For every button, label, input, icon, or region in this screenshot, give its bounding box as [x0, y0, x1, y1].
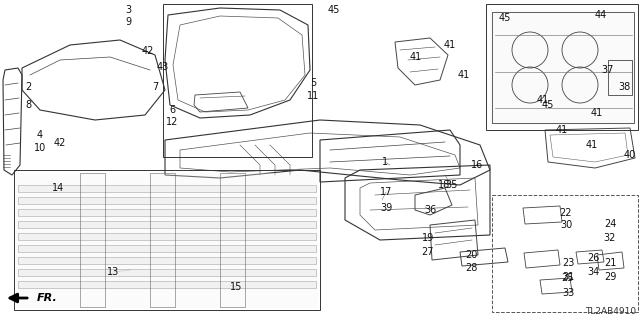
Text: 16: 16 — [471, 160, 483, 170]
Text: 41: 41 — [444, 40, 456, 50]
Text: 13: 13 — [107, 267, 119, 277]
Text: FR.: FR. — [37, 293, 58, 303]
Text: 32: 32 — [604, 233, 616, 243]
Bar — [492, 195, 638, 312]
Text: 19: 19 — [422, 233, 434, 243]
Text: 41: 41 — [586, 140, 598, 150]
Polygon shape — [18, 221, 316, 228]
Text: 1: 1 — [382, 157, 388, 167]
Text: 41: 41 — [537, 95, 549, 105]
Text: 30: 30 — [560, 220, 572, 230]
Text: 11: 11 — [307, 91, 319, 101]
Bar — [14, 170, 320, 310]
Text: 41: 41 — [556, 125, 568, 135]
Text: 5: 5 — [310, 78, 316, 88]
Bar — [163, 4, 312, 157]
Polygon shape — [18, 209, 316, 216]
Text: 41: 41 — [458, 70, 470, 80]
Text: 36: 36 — [424, 205, 436, 215]
Polygon shape — [18, 245, 316, 252]
Text: 21: 21 — [604, 258, 616, 268]
Text: 18: 18 — [438, 180, 450, 190]
Text: 3: 3 — [125, 5, 131, 15]
Polygon shape — [18, 185, 316, 192]
Text: 27: 27 — [422, 247, 435, 257]
Text: 37: 37 — [601, 65, 613, 75]
Text: 45: 45 — [499, 13, 511, 23]
Text: 4: 4 — [37, 130, 43, 140]
Text: 40: 40 — [624, 150, 636, 160]
Text: 45: 45 — [542, 100, 554, 110]
Text: 45: 45 — [328, 5, 340, 15]
Text: 42: 42 — [54, 138, 66, 148]
Text: 41: 41 — [591, 108, 603, 118]
Polygon shape — [18, 281, 316, 288]
Text: 33: 33 — [562, 288, 574, 298]
Text: 22: 22 — [560, 208, 572, 218]
Text: 42: 42 — [142, 46, 154, 56]
Text: 25: 25 — [562, 273, 574, 283]
Polygon shape — [18, 197, 316, 204]
Text: 44: 44 — [595, 10, 607, 20]
Text: 26: 26 — [587, 253, 599, 263]
Polygon shape — [18, 269, 316, 276]
Text: 29: 29 — [604, 272, 616, 282]
Text: 28: 28 — [465, 263, 477, 273]
Text: 10: 10 — [34, 143, 46, 153]
Text: 17: 17 — [380, 187, 392, 197]
Text: 9: 9 — [125, 17, 131, 27]
Text: TL2AB4910: TL2AB4910 — [585, 307, 636, 316]
Text: 38: 38 — [618, 82, 630, 92]
Bar — [486, 4, 638, 130]
Text: 15: 15 — [230, 282, 242, 292]
Text: 43: 43 — [157, 62, 169, 72]
Polygon shape — [18, 233, 316, 240]
Text: 41: 41 — [410, 52, 422, 62]
Text: 6: 6 — [169, 105, 175, 115]
Text: 8: 8 — [25, 100, 31, 110]
Text: 35: 35 — [445, 180, 457, 190]
Text: 14: 14 — [52, 183, 64, 193]
Text: 20: 20 — [465, 250, 477, 260]
Polygon shape — [16, 173, 318, 308]
Polygon shape — [18, 257, 316, 264]
Text: 12: 12 — [166, 117, 178, 127]
Text: 7: 7 — [152, 82, 158, 92]
Text: 31: 31 — [562, 272, 574, 282]
Text: 39: 39 — [380, 203, 392, 213]
Text: 24: 24 — [604, 219, 616, 229]
Text: 34: 34 — [587, 267, 599, 277]
Polygon shape — [490, 10, 635, 125]
Text: 23: 23 — [562, 258, 574, 268]
Text: 2: 2 — [25, 82, 31, 92]
